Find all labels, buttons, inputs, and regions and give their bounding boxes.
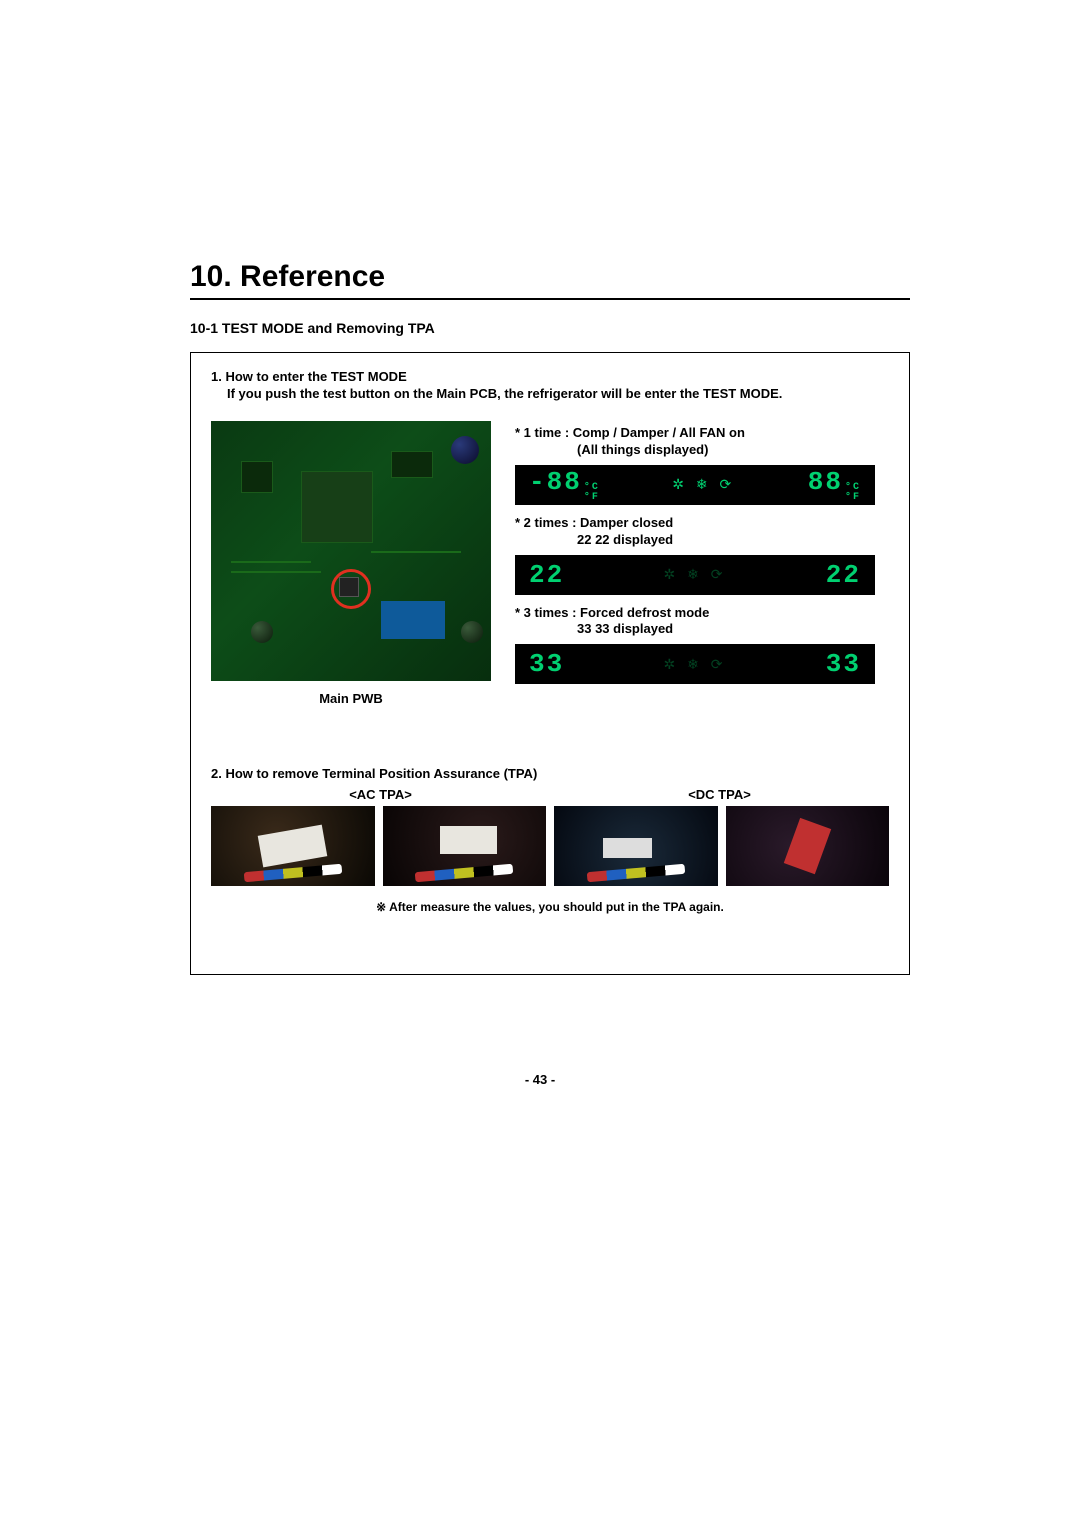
mode-sub: (All things displayed) — [577, 442, 889, 459]
unit-icon: °C°F — [584, 483, 600, 503]
ac-tpa-label: <AC TPA> — [211, 787, 550, 802]
seg-right-value: 88 — [808, 467, 843, 497]
ac-tpa-image-1 — [211, 806, 375, 886]
seg-left-value: 33 — [529, 649, 564, 679]
highlight-circle-icon — [331, 569, 371, 609]
pcb-column: Main PWB — [211, 421, 491, 706]
document-page: 10. Reference 10-1 TEST MODE and Removin… — [0, 0, 1080, 1527]
step1-desc: If you push the test button on the Main … — [227, 386, 889, 401]
mode-title: * 3 times : Forced defrost mode — [515, 605, 889, 622]
test-modes-column: * 1 time : Comp / Damper / All FAN on (A… — [515, 425, 889, 694]
title-rule — [190, 298, 910, 300]
dc-tpa-image-2 — [726, 806, 890, 886]
content-box: 1. How to enter the TEST MODE If you pus… — [190, 352, 910, 975]
subsection-title: 10-1 TEST MODE and Removing TPA — [190, 320, 990, 336]
mid-icons: ✲ ❄ ⟳ — [564, 566, 826, 583]
tpa-images-row — [211, 806, 889, 886]
display-panel: 33 ✲ ❄ ⟳ 33 — [515, 644, 875, 684]
dc-tpa-label: <DC TPA> — [550, 787, 889, 802]
display-panel: -88 °C°F ✲ ❄ ⟳ 88 °C°F — [515, 465, 875, 505]
page-number: - 43 - — [0, 1072, 1080, 1087]
mode-block-1: * 1 time : Comp / Damper / All FAN on (A… — [515, 425, 889, 505]
mode-block-3: * 3 times : Forced defrost mode 33 33 di… — [515, 605, 889, 685]
seg-right-value: 33 — [826, 649, 861, 679]
mode-sub: 22 22 displayed — [577, 532, 889, 549]
tpa-headers: <AC TPA> <DC TPA> — [211, 787, 889, 802]
seg-left-value: 22 — [529, 560, 564, 590]
main-pwb-label: Main PWB — [211, 691, 491, 706]
row-pcb-modes: Main PWB * 1 time : Comp / Damper / All … — [211, 421, 889, 706]
mode-title: * 1 time : Comp / Damper / All FAN on — [515, 425, 889, 442]
pcb-image — [211, 421, 491, 681]
step2-title: 2. How to remove Terminal Position Assur… — [211, 766, 889, 781]
seg-right: 88 °C°F — [808, 467, 861, 503]
step1-title: 1. How to enter the TEST MODE — [211, 369, 889, 384]
display-panel: 22 ✲ ❄ ⟳ 22 — [515, 555, 875, 595]
seg-left: -88 °C°F — [529, 467, 600, 503]
dc-tpa-image-1 — [554, 806, 718, 886]
mode-title: * 2 times : Damper closed — [515, 515, 889, 532]
unit-icon: °C°F — [845, 483, 861, 503]
mode-block-2: * 2 times : Damper closed 22 22 displaye… — [515, 515, 889, 595]
mode-sub: 33 33 displayed — [577, 621, 889, 638]
seg-right-value: 22 — [826, 560, 861, 590]
section-title: 10. Reference — [190, 260, 990, 294]
ac-tpa-image-2 — [383, 806, 547, 886]
mid-icons: ✲ ❄ ⟳ — [600, 476, 808, 493]
footnote: ※ After measure the values, you should p… — [211, 900, 889, 914]
seg-left-value: -88 — [529, 467, 582, 497]
mid-icons: ✲ ❄ ⟳ — [564, 656, 826, 673]
